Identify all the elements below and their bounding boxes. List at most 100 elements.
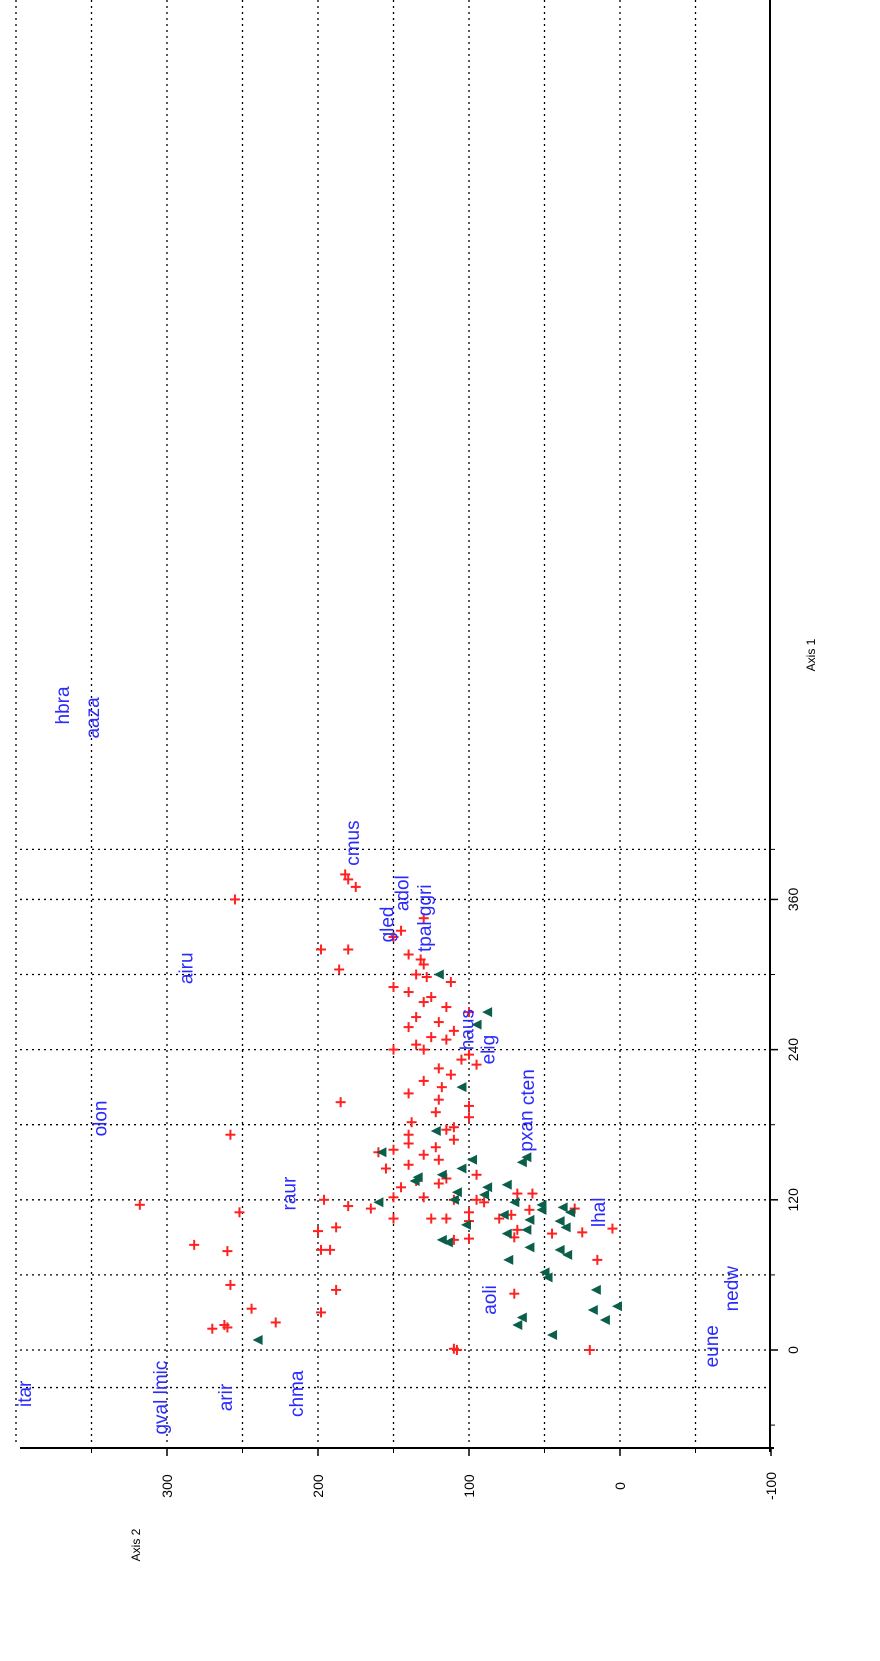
sample-point-cross xyxy=(494,1213,505,1224)
sample-point-triangle xyxy=(412,1172,423,1183)
sample-point-cross xyxy=(418,1192,429,1203)
sample-point-cross xyxy=(479,1197,490,1208)
sample-point-triangle xyxy=(512,1319,523,1330)
sample-point-cross xyxy=(403,1159,414,1170)
sample-point-triangle xyxy=(376,1147,387,1158)
sample-point-triangle xyxy=(509,1197,520,1208)
sample-point-cross xyxy=(464,1049,474,1060)
sample-point-triangle xyxy=(560,1222,571,1233)
sample-point-cross xyxy=(343,1201,354,1212)
sample-point-triangle xyxy=(456,1082,467,1093)
sample-point-cross xyxy=(388,1192,399,1203)
sample-point-cross xyxy=(411,1039,422,1050)
sample-point-cross xyxy=(426,1213,437,1224)
sample-point-cross xyxy=(448,1025,459,1036)
sample-point-cross xyxy=(270,1317,281,1328)
sample-point-cross xyxy=(456,1054,467,1065)
sample-point-cross xyxy=(426,992,437,1003)
sample-point-cross xyxy=(403,1088,414,1099)
sample-point-triangle xyxy=(482,1182,493,1193)
sample-point-cross xyxy=(512,1224,523,1235)
sample-point-cross xyxy=(441,1213,452,1224)
species-label: aaza xyxy=(83,697,104,739)
sample-point-cross xyxy=(396,1182,407,1193)
axis2-tick-label: 0 xyxy=(612,1482,628,1490)
sample-point-cross xyxy=(313,1226,323,1237)
sample-point-cross xyxy=(319,1194,330,1205)
sample-point-triangle xyxy=(516,1157,527,1168)
sample-point-cross xyxy=(433,1063,444,1074)
sample-point-triangle xyxy=(521,1224,532,1235)
sample-point-triangle xyxy=(521,1152,532,1163)
sample-point-cross xyxy=(411,969,422,980)
sample-point-cross xyxy=(403,1138,414,1149)
sample-point-cross xyxy=(246,1303,257,1314)
sample-point-cross xyxy=(464,1207,474,1218)
sample-point-cross xyxy=(430,1107,441,1118)
species-label: chma xyxy=(287,1370,308,1417)
sample-point-cross xyxy=(426,1032,437,1043)
sample-point-triangle xyxy=(460,1219,471,1230)
sample-point-triangle xyxy=(436,1234,447,1245)
sample-point-cross xyxy=(388,982,399,993)
species-label: tpal ggri xyxy=(415,884,436,952)
sample-point-cross xyxy=(509,1288,520,1299)
sample-point-triangle xyxy=(536,1199,547,1210)
sample-point-triangle xyxy=(252,1334,263,1345)
sample-point-cross xyxy=(225,1279,236,1290)
sample-point-cross xyxy=(225,1129,236,1140)
sample-point-cross xyxy=(229,894,240,905)
sample-point-triangle xyxy=(562,1249,573,1260)
species-label: airu xyxy=(177,952,198,984)
sample-point-triangle xyxy=(554,1216,565,1227)
sample-point-cross xyxy=(577,1227,588,1238)
sample-point-cross xyxy=(441,1124,452,1135)
species-label: adol xyxy=(393,875,414,911)
sample-point-cross xyxy=(441,1034,452,1045)
sample-point-cross xyxy=(403,987,414,998)
sample-point-cross xyxy=(403,949,414,960)
sample-point-cross xyxy=(396,925,407,936)
sample-point-cross xyxy=(334,964,345,975)
sample-point-cross xyxy=(584,1345,595,1355)
sample-point-cross xyxy=(464,1112,474,1123)
sample-point-cross xyxy=(471,1059,482,1070)
species-label: hbra xyxy=(53,686,74,724)
sample-point-triangle xyxy=(448,1194,459,1205)
sample-point-triangle xyxy=(373,1197,384,1208)
species-label: arir xyxy=(216,1383,237,1411)
sample-point-cross xyxy=(421,972,432,983)
axis2-title: Axis 2 xyxy=(129,1528,143,1561)
sample-point-cross xyxy=(316,1307,327,1318)
sample-point-triangle xyxy=(471,1019,482,1030)
sample-point-cross xyxy=(430,1142,441,1153)
species-label: elig xyxy=(479,1035,500,1065)
sample-point-triangle xyxy=(587,1304,598,1315)
sample-point-cross xyxy=(448,1343,459,1354)
sample-point-triangle xyxy=(482,1007,493,1018)
axis1-tick-label: 240 xyxy=(785,1038,801,1062)
sample-point-triangle xyxy=(554,1244,565,1255)
sample-point-triangle xyxy=(442,1237,453,1248)
axis1-tick-label: 0 xyxy=(785,1346,801,1354)
species-label: cten xyxy=(518,1069,539,1105)
axis2-tick-label: 100 xyxy=(461,1474,477,1498)
sample-point-cross xyxy=(441,1002,452,1013)
sample-point-cross xyxy=(403,1129,414,1140)
sample-point-cross xyxy=(448,1134,459,1145)
sample-point-cross xyxy=(464,1233,474,1244)
sample-point-triangle xyxy=(436,1169,447,1180)
sample-point-cross xyxy=(316,1244,327,1255)
sample-point-cross xyxy=(350,881,361,892)
sample-point-cross xyxy=(134,1199,145,1210)
sample-point-triangle xyxy=(501,1179,512,1190)
sample-point-triangle xyxy=(501,1228,512,1239)
sample-point-cross xyxy=(436,1082,447,1093)
sample-point-cross xyxy=(189,1239,200,1250)
sample-point-cross xyxy=(524,1204,535,1215)
sample-point-triangle xyxy=(547,1329,558,1340)
sample-point-triangle xyxy=(498,1209,509,1220)
sample-point-cross xyxy=(592,1254,603,1265)
